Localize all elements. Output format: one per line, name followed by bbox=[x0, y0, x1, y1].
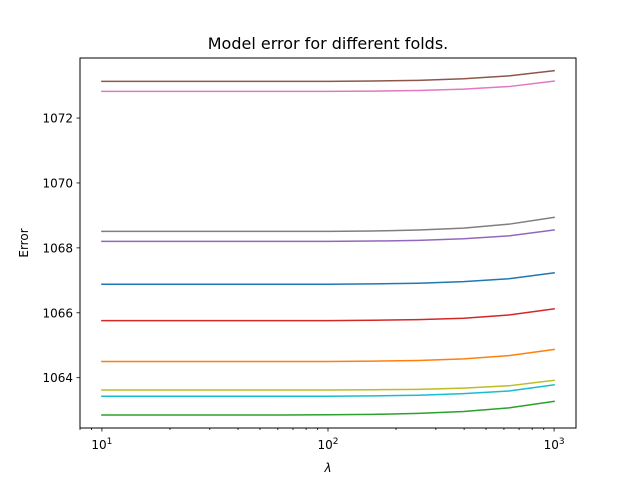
series-line-4 bbox=[101, 308, 555, 322]
series-line-6 bbox=[101, 69, 555, 83]
x-tick-label: 103 bbox=[544, 437, 565, 452]
plot-area-frame bbox=[79, 57, 577, 429]
x-axis-label: λ bbox=[323, 461, 331, 475]
chart-title: Model error for different folds. bbox=[208, 34, 449, 53]
y-axis-label: Error bbox=[17, 228, 31, 257]
series-layer bbox=[101, 69, 555, 416]
series-line-5 bbox=[101, 229, 555, 243]
y-tick-label: 1064 bbox=[42, 371, 73, 385]
series-line-3 bbox=[101, 400, 555, 416]
y-tick-label: 1072 bbox=[42, 112, 73, 126]
series-line-1 bbox=[101, 272, 555, 285]
y-tick-label: 1070 bbox=[42, 176, 73, 190]
x-axis: 101 102 103 bbox=[79, 428, 565, 452]
y-tick-label: 1068 bbox=[42, 241, 73, 255]
y-tick-label: 1066 bbox=[42, 306, 73, 320]
y-axis: 1064 1066 1068 1070 1072 bbox=[42, 112, 80, 385]
series-line-9 bbox=[101, 379, 555, 391]
x-tick-label: 101 bbox=[91, 437, 112, 452]
series-line-10 bbox=[101, 383, 555, 397]
series-line-2 bbox=[101, 348, 555, 363]
x-tick-label: 102 bbox=[317, 437, 338, 452]
series-line-7 bbox=[101, 80, 555, 93]
series-line-8 bbox=[101, 216, 555, 233]
